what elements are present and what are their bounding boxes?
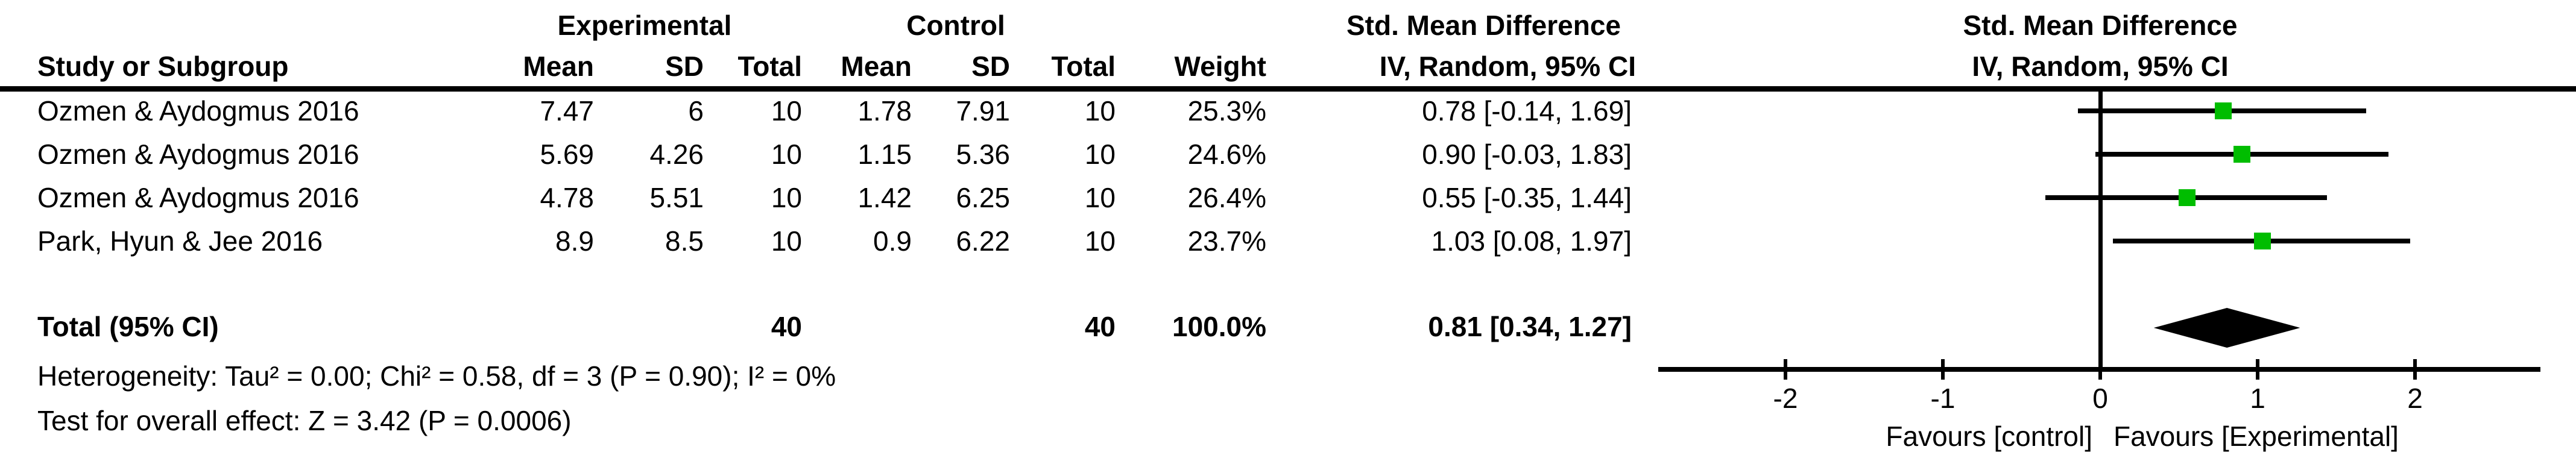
cell-exp-mean: 8.9: [555, 225, 594, 257]
header-exp-total: Total: [737, 51, 802, 82]
pooled-diamond: [2153, 308, 2300, 348]
axis-tick-label: -1: [1930, 383, 1956, 414]
cell-ctrl-total: 10: [1084, 225, 1116, 257]
cell-ctrl-mean: 1.15: [857, 139, 912, 170]
axis-tick: [2098, 359, 2102, 380]
cell-ctrl-total: 10: [1084, 182, 1116, 213]
header-weight: Weight: [1174, 51, 1266, 82]
axis-tick: [1784, 359, 1787, 380]
header-study-or-subgroup: Study or Subgroup: [37, 51, 289, 82]
favours-left-label: Favours [control]: [1886, 421, 2092, 452]
cell-ctrl-mean: 0.9: [873, 225, 912, 257]
total-exp-total: 40: [771, 311, 802, 342]
header-ctrl-total: Total: [1051, 51, 1116, 82]
axis-tick-label: 2: [2407, 383, 2423, 414]
cell-exp-total: 10: [771, 182, 802, 213]
axis-tick-label: 0: [2092, 383, 2108, 414]
total-row-label: Total (95% CI): [37, 311, 219, 342]
axis-tick: [2413, 359, 2417, 380]
cell-exp-total: 10: [771, 139, 802, 170]
point-estimate-marker: [2178, 189, 2196, 206]
zero-line: [2098, 92, 2103, 369]
cell-ci-text: 1.03 [0.08, 1.97]: [1431, 225, 1632, 257]
cell-ctrl-sd: 6.25: [956, 182, 1010, 213]
header-separator-line: [0, 86, 2576, 92]
cell-exp-mean: 5.69: [540, 139, 594, 170]
cell-exp-total: 10: [771, 225, 802, 257]
total-ctrl-total: 40: [1084, 311, 1116, 342]
cell-ci-text: 0.55 [-0.35, 1.44]: [1422, 182, 1632, 213]
cell-ctrl-sd: 6.22: [956, 225, 1010, 257]
cell-exp-sd: 6: [688, 95, 704, 127]
cell-ctrl-total: 10: [1084, 95, 1116, 127]
total-weight: 100.0%: [1172, 311, 1266, 342]
cell-ctrl-sd: 5.36: [956, 139, 1010, 170]
header-group-experimental: Experimental: [557, 10, 732, 41]
cell-ci-text: 0.90 [-0.03, 1.83]: [1422, 139, 1632, 170]
cell-weight: 23.7%: [1187, 225, 1266, 257]
cell-ci-text: 0.78 [-0.14, 1.69]: [1422, 95, 1632, 127]
cell-weight: 26.4%: [1187, 182, 1266, 213]
header-smd-plot-title: Std. Mean Difference: [1963, 10, 2238, 41]
cell-ctrl-sd: 7.91: [956, 95, 1010, 127]
study-name: Ozmen & Aydogmus 2016: [37, 139, 359, 170]
cell-weight: 25.3%: [1187, 95, 1266, 127]
axis-tick-label: -2: [1773, 383, 1798, 414]
cell-exp-sd: 8.5: [665, 225, 704, 257]
axis-tick: [1941, 359, 1945, 380]
cell-ctrl-mean: 1.42: [857, 182, 912, 213]
axis-tick: [2256, 359, 2259, 380]
cell-ctrl-mean: 1.78: [857, 95, 912, 127]
cell-ctrl-total: 10: [1084, 139, 1116, 170]
cell-exp-mean: 7.47: [540, 95, 594, 127]
axis-tick-label: 1: [2250, 383, 2265, 414]
header-smd-table-title: Std. Mean Difference: [1346, 10, 1621, 41]
cell-weight: 24.6%: [1187, 139, 1266, 170]
point-estimate-marker: [2214, 102, 2232, 119]
heterogeneity-stats: Heterogeneity: Tau² = 0.00; Chi² = 0.58,…: [37, 360, 836, 392]
study-name: Park, Hyun & Jee 2016: [37, 225, 323, 257]
header-group-control: Control: [906, 10, 1005, 41]
header-exp-sd: SD: [665, 51, 704, 82]
study-name: Ozmen & Aydogmus 2016: [37, 182, 359, 213]
header-smd-table-method: IV, Random, 95% CI: [1379, 51, 1636, 82]
point-estimate-marker: [2233, 146, 2250, 163]
cell-exp-sd: 5.51: [649, 182, 704, 213]
header-smd-plot-method: IV, Random, 95% CI: [1972, 51, 2229, 82]
header-ctrl-mean: Mean: [841, 51, 912, 82]
cell-exp-total: 10: [771, 95, 802, 127]
study-name: Ozmen & Aydogmus 2016: [37, 95, 359, 127]
overall-effect-stats: Test for overall effect: Z = 3.42 (P = 0…: [37, 405, 572, 436]
header-ctrl-sd: SD: [971, 51, 1010, 82]
header-exp-mean: Mean: [523, 51, 594, 82]
favours-right-label: Favours [Experimental]: [2114, 421, 2399, 452]
point-estimate-marker: [2253, 233, 2271, 249]
total-smd-ci-text: 0.81 [0.34, 1.27]: [1428, 311, 1632, 342]
cell-exp-mean: 4.78: [540, 182, 594, 213]
cell-exp-sd: 4.26: [649, 139, 704, 170]
